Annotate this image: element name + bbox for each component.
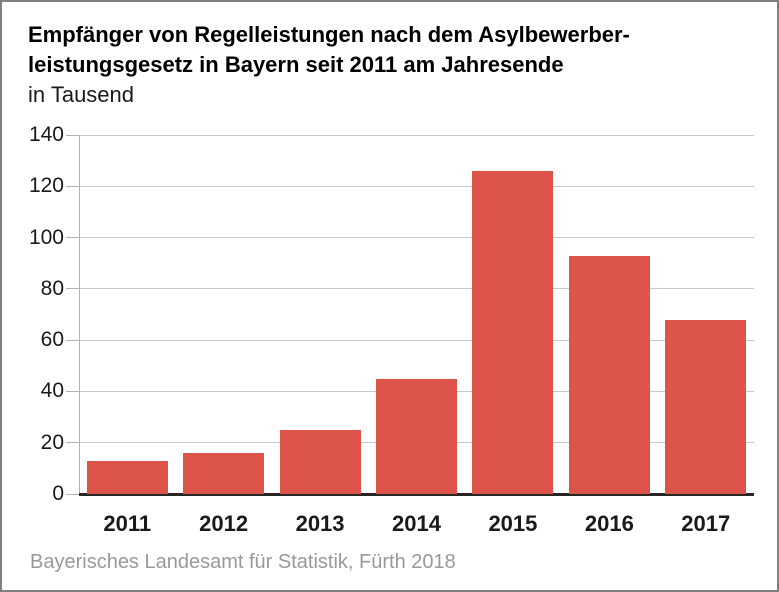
y-axis-label: 60 (40, 328, 64, 352)
x-axis-label: 2016 (584, 511, 634, 536)
y-axis-tick (66, 339, 79, 341)
chart-region: 0 20 40 60 80 100 120 140 2011 2012 2013 2014 2015 20… (2, 124, 754, 536)
chart-subtitle: in Tausend (28, 82, 135, 107)
x-axis-label: 2014 (392, 511, 441, 536)
chart-title-line-1: Empfänger von Regelleistungen nach dem A… (28, 22, 630, 47)
x-axis-label: 2017 (681, 511, 731, 536)
gridline (79, 339, 754, 341)
y-axis-tick (66, 288, 79, 290)
x-axis-label: 2012 (199, 511, 249, 536)
bar (472, 170, 554, 494)
chart-title-line-2: leistungsgesetz in Bayern seit 2011 am J… (28, 52, 564, 77)
gridline (79, 185, 754, 187)
bar (279, 429, 361, 494)
y-axis-tick (66, 185, 79, 187)
chart-header: Empfänger von Regelleistungen nach dem A… (28, 20, 748, 110)
gridline (79, 288, 754, 290)
bar (568, 255, 650, 494)
y-axis-label: 80 (40, 276, 64, 300)
y-axis-tick (66, 237, 79, 239)
x-axis-label: 2011 (103, 511, 152, 536)
y-axis-tick (66, 134, 79, 136)
y-axis-label: 100 (28, 225, 64, 249)
bar (665, 319, 747, 494)
y-axis-tick (66, 390, 79, 392)
y-axis-label: 140 (28, 123, 64, 146)
gridline (79, 134, 754, 136)
x-axis-line (79, 493, 754, 496)
y-axis-tick (66, 493, 79, 495)
bar (183, 452, 265, 494)
bar (376, 378, 457, 494)
bar (86, 460, 168, 494)
source-attribution: Bayerisches Landesamt für Statistik, Für… (30, 551, 456, 573)
y-axis-label: 120 (28, 174, 64, 198)
x-axis-label: 2015 (488, 511, 538, 536)
y-axis-tick (66, 442, 79, 444)
y-axis-label: 20 (40, 430, 64, 454)
y-axis-label: 40 (40, 379, 64, 403)
y-axis-label: 0 (52, 482, 64, 505)
gridline (79, 237, 754, 239)
x-axis-label: 2013 (295, 511, 345, 536)
y-axis-line (79, 135, 80, 494)
